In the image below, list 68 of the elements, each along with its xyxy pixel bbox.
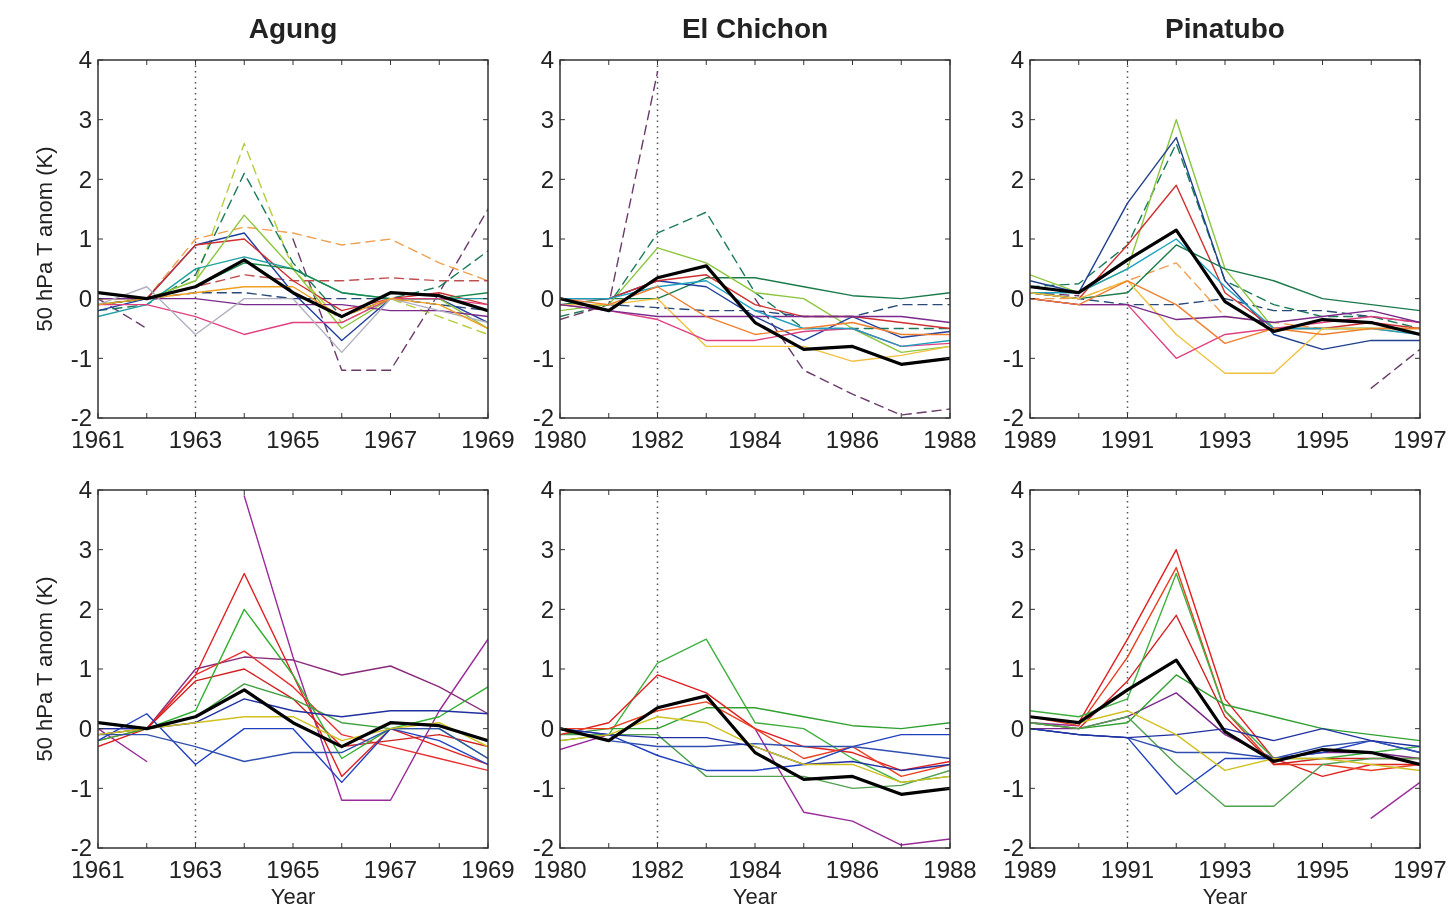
x-tick-label: 1967 [363,426,418,453]
y-axis-title: 50 hPa T anom (K) [32,146,57,332]
x-tick-label: 1984 [728,856,782,883]
y-tick-label: -1 [532,344,554,372]
x-axis-title: Year [732,884,778,909]
y-tick-label: 2 [540,595,554,623]
x-tick-label: 1986 [825,856,880,883]
y-tick-label: 0 [540,715,554,743]
y-tick-label: -1 [70,344,92,372]
x-tick-label: 1963 [168,426,223,453]
y-tick-label: 1 [540,225,554,253]
y-tick-label: 3 [540,106,554,134]
y-tick-label: 0 [540,285,554,313]
x-tick-label: 1969 [461,426,515,453]
y-tick-label: 4 [540,46,554,74]
x-axis-title: Year [1202,884,1248,909]
y-tick-label: 1 [1010,225,1024,253]
y-tick-label: 2 [1010,165,1024,193]
y-tick-label: 0 [78,285,92,313]
y-tick-label: 1 [78,225,92,253]
y-tick-label: 0 [1010,285,1024,313]
y-tick-label: 4 [78,476,92,504]
x-tick-label: 1986 [825,426,880,453]
y-tick-label: -1 [70,774,92,802]
x-tick-label: 1982 [630,856,685,883]
chart-title: El Chichon [681,13,829,44]
y-tick-label: 4 [1010,476,1024,504]
x-tick-label: 1993 [1198,856,1252,883]
y-tick-label: 4 [540,476,554,504]
x-tick-label: 1988 [923,856,977,883]
y-tick-label: -1 [1002,344,1024,372]
x-tick-label: 1988 [923,426,977,453]
x-tick-label: 1997 [1393,426,1447,453]
x-axis-title: Year [270,884,316,909]
y-axis-title: 50 hPa T anom (K) [32,576,57,762]
x-tick-label: 1991 [1100,856,1155,883]
y-tick-label: 2 [540,165,554,193]
y-tick-label: 3 [78,106,92,134]
y-tick-label: 4 [1010,46,1024,74]
y-tick-label: 2 [78,595,92,623]
x-tick-label: 1965 [266,426,320,453]
y-tick-label: -1 [532,774,554,802]
x-tick-label: 1963 [168,856,223,883]
x-tick-label: 1991 [1100,426,1155,453]
y-tick-label: 1 [78,655,92,683]
x-tick-label: 1995 [1295,856,1350,883]
y-tick-label: 0 [78,715,92,743]
y-tick-label: 1 [540,655,554,683]
x-tick-label: 1965 [266,856,320,883]
y-tick-label: 3 [540,536,554,564]
x-tick-label: 1967 [363,856,418,883]
x-tick-label: 1969 [461,856,515,883]
y-tick-label: 3 [1010,536,1024,564]
x-tick-label: 1984 [728,426,782,453]
chart-title: Pinatubo [1165,13,1285,44]
x-tick-label: 1982 [630,426,685,453]
y-tick-label: 1 [1010,655,1024,683]
y-tick-label: 2 [1010,595,1024,623]
x-tick-label: 1997 [1393,856,1447,883]
y-tick-label: -1 [1002,774,1024,802]
y-tick-label: 0 [1010,715,1024,743]
chart-title: Agung [248,13,338,44]
x-tick-label: 1995 [1295,426,1350,453]
y-tick-label: 2 [78,165,92,193]
y-tick-label: 3 [1010,106,1024,134]
x-tick-label: 1993 [1198,426,1252,453]
y-tick-label: 4 [78,46,92,74]
y-tick-label: 3 [78,536,92,564]
